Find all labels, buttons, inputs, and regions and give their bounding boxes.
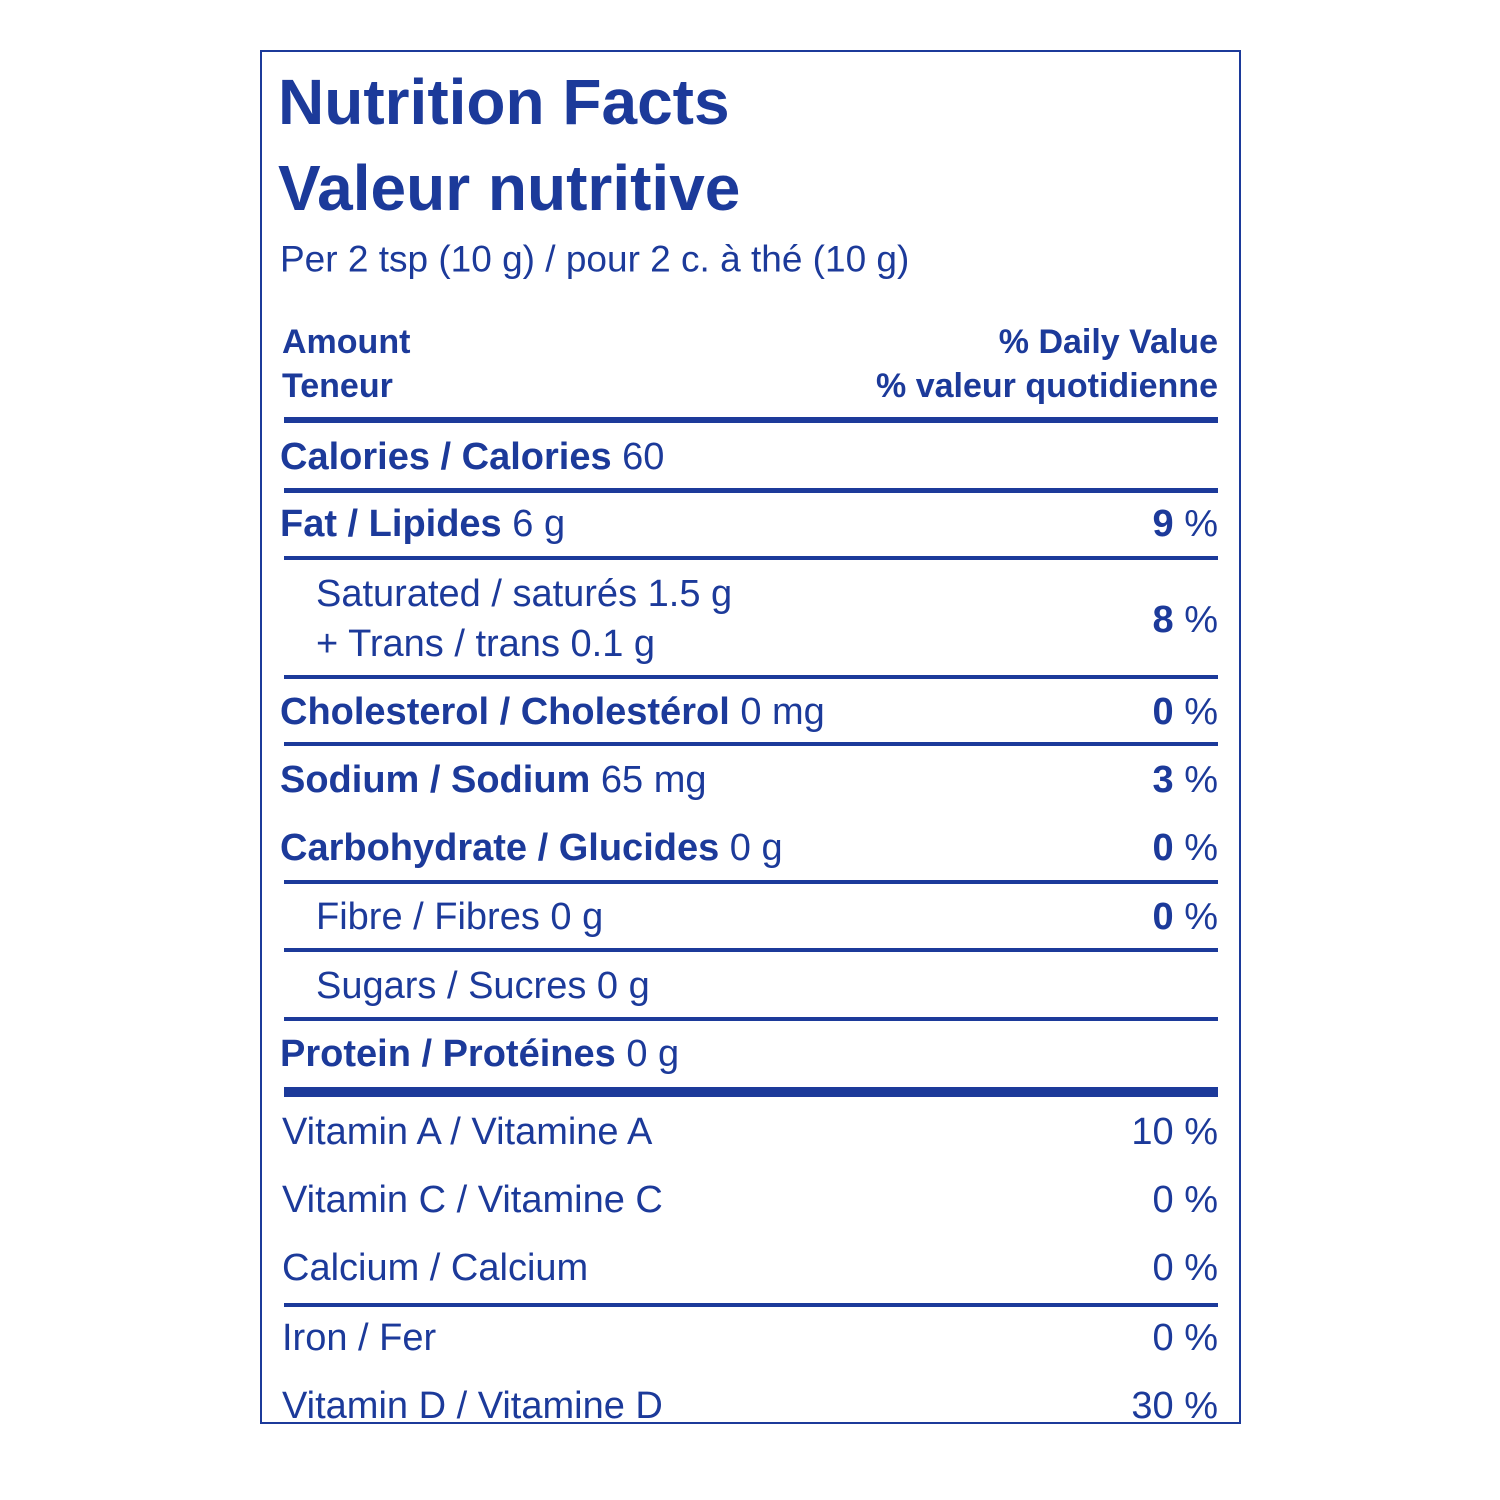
dv-unit: % [1184,599,1218,641]
nutrient-amount: 0 g [596,965,650,1007]
divider [284,948,1218,952]
nutrient-name: Sugars / Sucres [316,965,587,1007]
vitamin-name: Vitamin D / Vitamine D [282,1385,663,1427]
daily-value: 0 % [1153,693,1219,731]
nutrient-name: Fibre / Fibres [316,896,540,938]
title-fr: Valeur nutritive [278,152,741,224]
dv-unit: % [1184,691,1218,733]
dv-unit: % [1184,503,1218,545]
daily-value: 8 % [1153,601,1219,639]
vitamin-dv: 0 % [1152,1317,1218,1359]
nutrient-amount: 60 [622,436,665,478]
nutrient-name: Fat / Lipides [280,503,502,545]
serving-size: Per 2 tsp (10 g) / pour 2 c. à thé (10 g… [280,238,910,280]
nutrient-line: + Trans / trans 0.1 g [316,623,656,665]
dv-header: % Daily Value [998,323,1218,361]
nutrient-row: Carbohydrate / Glucides 0 g [280,829,783,867]
divider [284,1087,1218,1097]
divider [284,880,1218,884]
daily-value: 0 % [1153,829,1219,867]
nutrient-name: Protein / Protéines [280,1033,616,1075]
nutrient-row: Fat / Lipides 6 g [280,505,565,543]
daily-value: 3 % [1153,761,1219,799]
nutrient-amount: 65 mg [600,759,707,801]
divider [284,1017,1218,1021]
title: Nutrition Facts [278,66,730,138]
divider [284,487,1218,493]
nutrient-row: Calories / Calories 60 [280,438,664,476]
amount-header: Amount [282,323,411,361]
dv-number: 8 [1152,599,1174,641]
vitamin-dv: 0 % [1152,1247,1218,1289]
nutrient-row: Sodium / Sodium 65 mg [280,761,707,799]
nutrient-row: Cholesterol / Cholestérol 0 mg [280,693,825,731]
nutrient-amount: 0 g [729,827,783,869]
divider [284,556,1218,560]
vitamin-name: Calcium / Calcium [282,1247,589,1289]
vitamin-name: Vitamin C / Vitamine C [282,1179,663,1221]
daily-value: 0 % [1153,898,1219,936]
nutrient-amount: 6 g [512,503,566,545]
vitamin-dv: 30 % [1131,1385,1218,1427]
dv-number: 3 [1152,759,1174,801]
nutrient-amount: 0 g [550,896,604,938]
nutrient-amount: 0 g [626,1033,680,1075]
dv-number: 0 [1152,827,1174,869]
dv-number: 9 [1152,503,1174,545]
nutrient-name: Sodium / Sodium [280,759,591,801]
nutrient-name: Calories / Calories [280,436,612,478]
vitamin-name: Vitamin A / Vitamine A [282,1111,653,1153]
dv-unit: % [1184,827,1218,869]
divider [284,1303,1218,1307]
nutrient-line: Saturated / saturés 1.5 g [316,573,733,615]
daily-value: 9 % [1153,505,1219,543]
vitamin-dv: 10 % [1131,1111,1218,1153]
divider [284,417,1218,423]
dv-unit: % [1184,896,1218,938]
amount-header-fr: Teneur [282,367,393,405]
dv-number: 0 [1152,691,1174,733]
divider [284,675,1218,679]
vitamin-dv: 0 % [1152,1179,1218,1221]
dv-header-fr: % valeur quotidienne [876,367,1218,405]
dv-number: 0 [1152,896,1174,938]
dv-unit: % [1184,759,1218,801]
label-border [260,50,1241,1424]
nutrient-name: Cholesterol / Cholestérol [280,691,730,733]
vitamin-name: Iron / Fer [282,1317,437,1359]
nutrient-row: Fibre / Fibres 0 g [316,898,603,936]
nutrient-name: Carbohydrate / Glucides [280,827,720,869]
nutrient-row: Sugars / Sucres 0 g [316,967,650,1005]
nutrient-amount: 0 mg [740,691,825,733]
nutrient-row: Protein / Protéines 0 g [280,1035,679,1073]
divider [284,742,1218,746]
